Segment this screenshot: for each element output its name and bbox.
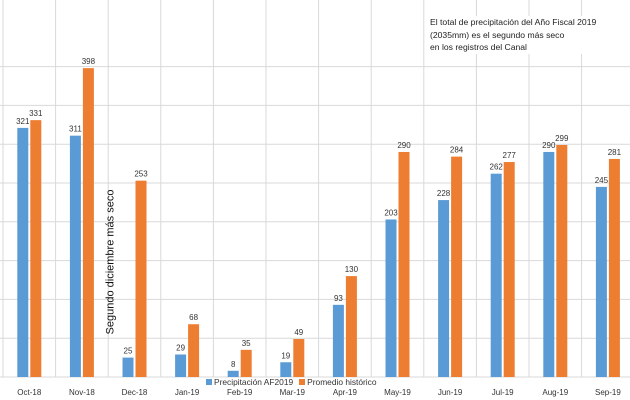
x-tick-label: Aug-19: [542, 388, 568, 397]
bar-historical: [293, 338, 305, 377]
data-label: 398: [82, 57, 96, 66]
bar-historical: [451, 156, 463, 377]
x-tick-label: Apr-19: [333, 388, 358, 397]
x-tick-label: Sep-19: [595, 388, 621, 397]
bar-historical: [556, 144, 568, 377]
bar-historical: [608, 158, 620, 377]
bar-precipitation: [438, 200, 450, 377]
data-label: 93: [334, 294, 343, 303]
data-label: 262: [490, 163, 504, 172]
legend-label-precipitation: Precipitación AF2019: [214, 377, 294, 387]
legend-label-historical: Promedio histórico: [307, 377, 377, 387]
legend: Precipitación AF2019 Promedio histórico: [206, 377, 377, 387]
data-label: 49: [294, 328, 303, 337]
annotation-box: El total de precipitación del Año Fiscal…: [430, 16, 625, 54]
bar-historical: [398, 151, 410, 377]
data-label: 35: [242, 339, 251, 348]
annotation-line: El total de precipitación del Año Fiscal…: [430, 17, 597, 27]
legend-item-precipitation: Precipitación AF2019: [206, 377, 293, 387]
data-label: 311: [69, 125, 82, 134]
bar-precipitation: [595, 186, 607, 377]
bar-historical: [82, 68, 94, 377]
bar-historical: [503, 162, 515, 377]
data-label: 290: [397, 141, 411, 150]
x-tick-label: Jul-19: [492, 388, 514, 397]
annotation-line: (2035mm) es el segundo más seco: [430, 29, 565, 40]
bar-precipitation: [332, 304, 344, 377]
bar-precipitation: [227, 370, 239, 377]
x-tick-label: Jun-19: [438, 388, 463, 397]
legend-swatch-historical: [299, 379, 306, 385]
legend-swatch-precipitation: [206, 379, 212, 385]
bar-precipitation: [385, 219, 397, 377]
bar-historical: [345, 276, 357, 377]
legend-item-historical: Promedio histórico: [299, 377, 377, 387]
data-label: 25: [124, 347, 133, 356]
x-tick-label: Jan-19: [175, 388, 200, 397]
bar-historical: [135, 180, 147, 377]
data-label: 68: [189, 313, 198, 322]
bar-precipitation: [69, 135, 81, 377]
data-label: 277: [503, 151, 517, 160]
vertical-annotation: Segundo diciembre más seco: [105, 190, 117, 335]
data-label: 290: [542, 141, 556, 150]
bar-precipitation: [122, 357, 134, 377]
bar-precipitation: [543, 151, 555, 377]
x-tick-label: Mar-19: [280, 388, 306, 397]
data-label: 321: [16, 117, 30, 126]
x-tick-label: May-19: [384, 388, 411, 397]
data-label: 130: [345, 265, 359, 274]
data-label: 19: [281, 351, 290, 360]
x-tick-label: Dec-18: [122, 388, 148, 397]
bar-precipitation: [17, 127, 29, 378]
bar-precipitation: [490, 173, 502, 377]
data-label: 253: [134, 170, 148, 179]
data-label: 281: [608, 148, 622, 157]
bar-precipitation: [280, 362, 292, 377]
data-label: 245: [595, 176, 609, 185]
bar-historical: [188, 324, 200, 377]
data-label: 203: [384, 208, 398, 217]
x-tick-label: Feb-19: [227, 388, 253, 397]
data-label: 29: [176, 343, 185, 352]
x-tick-label: Nov-18: [69, 388, 95, 397]
data-label: 228: [437, 189, 451, 198]
data-label: 284: [450, 146, 464, 155]
data-label: 299: [555, 134, 569, 143]
data-label: 331: [29, 109, 43, 118]
annotation-line: en los registros del Canal: [430, 42, 527, 52]
bar-precipitation: [175, 354, 187, 377]
bar-historical: [30, 120, 42, 378]
data-label: 8: [231, 360, 236, 369]
bar-historical: [240, 349, 252, 377]
x-tick-label: Oct-18: [17, 388, 42, 397]
